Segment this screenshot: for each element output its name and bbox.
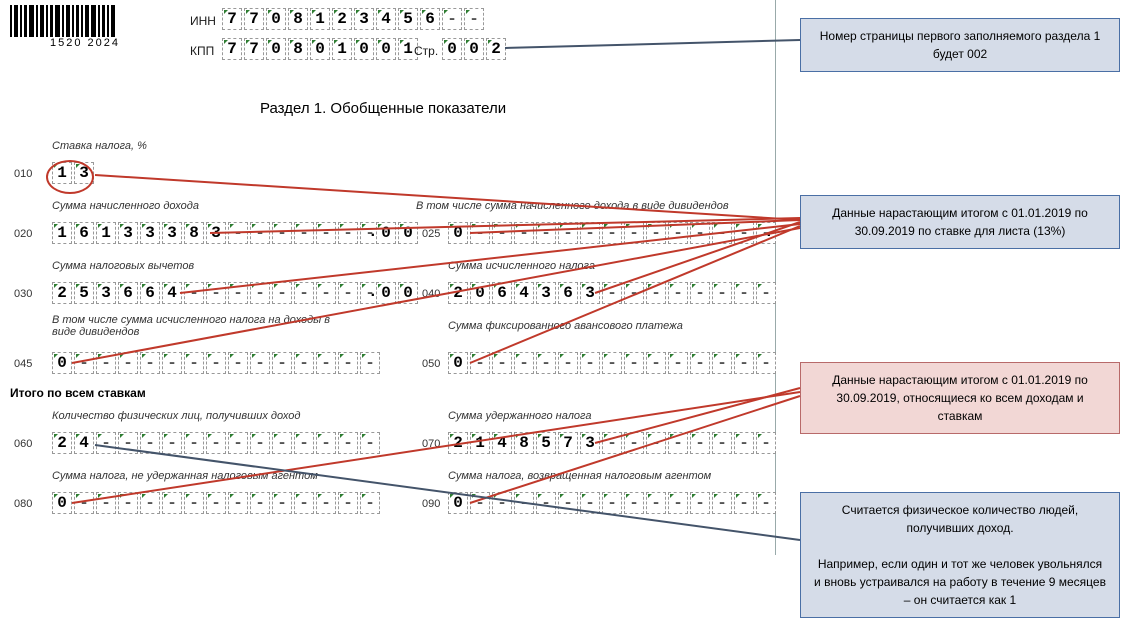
- label-070: Сумма удержанного налога: [448, 410, 591, 422]
- code-030: 030: [14, 288, 32, 300]
- label-050: Сумма фиксированного авансового платежа: [448, 320, 683, 332]
- page-label: Стр.: [414, 44, 438, 58]
- vertical-separator: [775, 0, 776, 555]
- page-cells: 002: [442, 38, 506, 60]
- dot-025: .: [764, 222, 774, 242]
- code-045: 045: [14, 358, 32, 370]
- section-title: Раздел 1. Обобщенные показатели: [260, 100, 506, 117]
- callout-3: Данные нарастающим итогом с 01.01.2019 п…: [800, 362, 1120, 434]
- label-040: Сумма исчисленного налога: [448, 260, 595, 272]
- cells-050: 0--------------: [448, 352, 776, 374]
- cells-080: 0--------------: [52, 492, 380, 514]
- label-060: Количество физических лиц, получивших до…: [52, 410, 300, 422]
- callout-1: Номер страницы первого заполняемого разд…: [800, 18, 1120, 72]
- cells-045: 0--------------: [52, 352, 380, 374]
- barcode: 1520 2024: [10, 5, 160, 50]
- code-040: 040: [422, 288, 440, 300]
- code-070: 070: [422, 438, 440, 450]
- cells-025: 0--------------: [448, 222, 776, 244]
- cells-030-dec: 00: [376, 282, 418, 304]
- callout-4: Считается физическое количество людей, п…: [800, 492, 1120, 618]
- code-020: 020: [14, 228, 32, 240]
- cells-060: 24-------------: [52, 432, 380, 454]
- barcode-text: 1520 2024: [10, 37, 160, 49]
- code-050: 050: [422, 358, 440, 370]
- code-090: 090: [422, 498, 440, 510]
- cells-070: 2148573--------: [448, 432, 776, 454]
- callout-2: Данные нарастающим итогом с 01.01.2019 п…: [800, 195, 1120, 249]
- inn-cells: 7708123456--: [222, 8, 484, 30]
- inn-label: ИНН: [190, 14, 216, 28]
- label-090: Сумма налога, возвращенная налоговым аге…: [448, 470, 711, 482]
- cells-090: 0--------------: [448, 492, 776, 514]
- label-010: Ставка налога, %: [52, 140, 147, 152]
- circle-highlight: [46, 160, 94, 194]
- label-020: Сумма начисленного дохода: [52, 200, 199, 212]
- code-060: 060: [14, 438, 32, 450]
- cells-020-dec: 00: [376, 222, 418, 244]
- label-080: Сумма налога, не удержанная налоговым аг…: [52, 470, 318, 482]
- kpp-cells: 770801001: [222, 38, 418, 60]
- code-025: 025: [422, 228, 440, 240]
- label-045: В том числе сумма исчисленного налога на…: [52, 314, 352, 338]
- cells-040: 2064363--------: [448, 282, 776, 304]
- cells-020: 16133383-------: [52, 222, 380, 244]
- subtitle: Итого по всем ставкам: [10, 386, 146, 400]
- label-025: В том числе сумма начисленного дохода в …: [416, 200, 729, 212]
- kpp-label: КПП: [190, 44, 214, 58]
- cells-030: 253664---------: [52, 282, 380, 304]
- code-010: 010: [14, 168, 32, 180]
- label-030: Сумма налоговых вычетов: [52, 260, 194, 272]
- code-080: 080: [14, 498, 32, 510]
